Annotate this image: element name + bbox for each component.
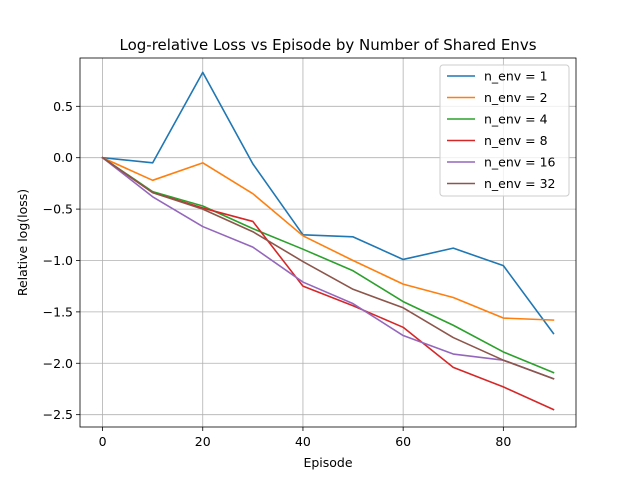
legend-label: n_env = 2 [484,90,548,105]
y-tick-label: −0.5 [43,202,73,217]
x-axis-label: Episode [303,455,352,470]
x-tick-label: 20 [195,434,211,449]
y-tick-label: −1.5 [43,304,73,319]
x-tick-label: 0 [99,434,107,449]
y-tick-label: −2.5 [43,407,73,422]
x-tick-label: 40 [295,434,311,449]
series-lines [101,71,555,411]
series-line [101,156,555,380]
series-line [101,156,555,380]
x-tick-label: 80 [495,434,511,449]
y-tick-label: −2.0 [43,356,73,371]
series-line [101,156,555,374]
y-tick-label: 0.0 [53,150,73,165]
series-line [101,71,555,335]
y-tick-label: −1.0 [43,253,73,268]
legend-label: n_env = 4 [484,112,548,127]
legend-label: n_env = 1 [484,69,548,84]
series-line [101,156,555,321]
y-axis-ticks: −2.5 −2.0 −1.5 −1.0 −0.5 0.0 0.5 [43,99,80,422]
y-axis-label: Relative log(loss) [15,189,30,296]
y-tick-label: 0.5 [53,99,73,114]
legend-label: n_env = 32 [484,176,556,191]
chart-title: Log-relative Loss vs Episode by Number o… [119,36,536,54]
legend: n_env = 1 n_env = 2 n_env = 4 n_env = 8 n_en… [439,64,570,197]
plot-area-frame [79,57,577,428]
legend-label: n_env = 16 [484,155,556,170]
x-tick-label: 60 [395,434,411,449]
x-axis-ticks: 0 20 40 60 80 [99,427,511,449]
legend-label: n_env = 8 [484,133,548,148]
